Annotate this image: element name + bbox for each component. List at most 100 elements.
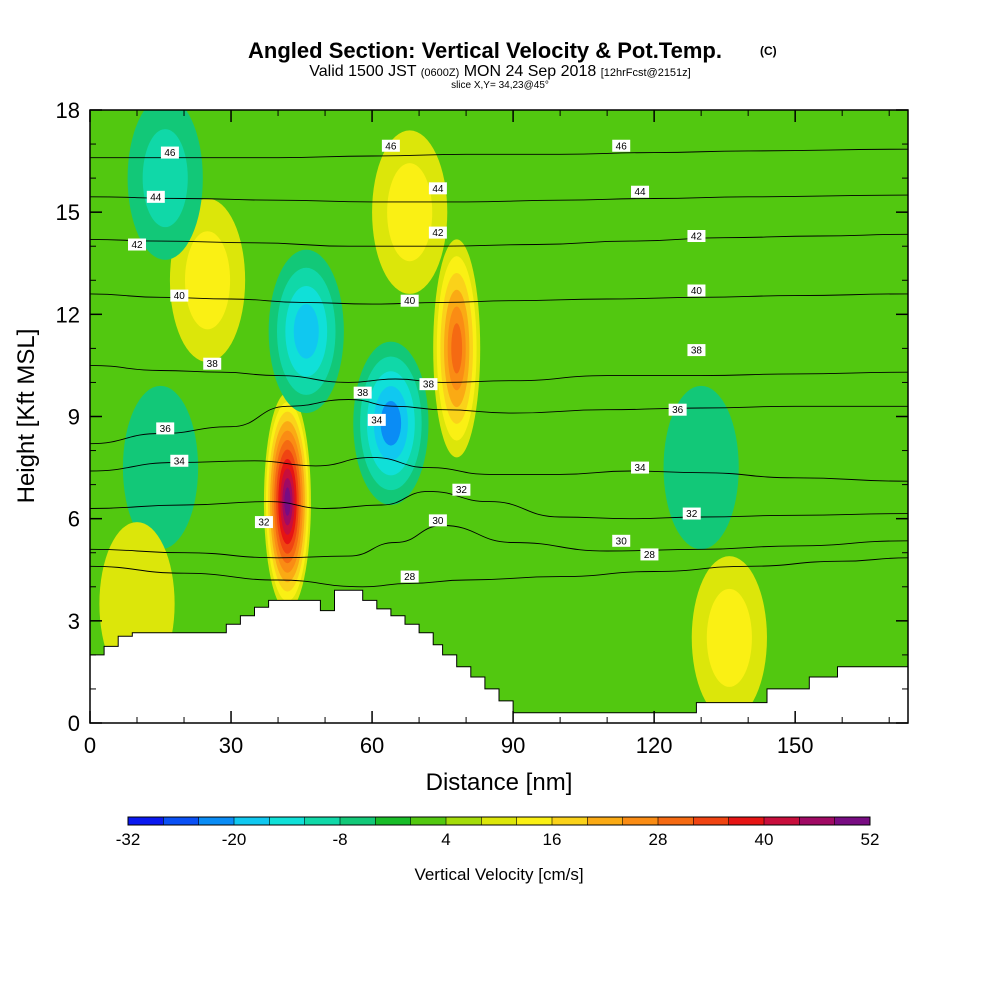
x-tick-label: 90 — [501, 733, 525, 758]
contour-label-box — [170, 454, 189, 467]
chart-title: Angled Section: Vertical Velocity & Pot.… — [248, 38, 722, 63]
velocity-band — [380, 401, 402, 446]
velocity-feature — [127, 110, 203, 260]
contour-label-text: 38 — [357, 388, 369, 399]
contour-label-text: 28 — [644, 550, 656, 561]
x-tick-label: 150 — [777, 733, 814, 758]
contour-label-text: 38 — [207, 359, 219, 370]
colorbar-swatch — [728, 817, 765, 825]
x-tick-label: 120 — [636, 733, 673, 758]
contour-label-box — [668, 403, 687, 416]
contour-label-text: 34 — [371, 415, 383, 426]
velocity-band — [142, 129, 188, 228]
contour-label-box — [170, 289, 189, 302]
velocity-band — [284, 487, 291, 516]
contour-label-box — [631, 185, 650, 198]
contour-label-box — [419, 378, 438, 391]
colorbar: -32 -20 -8 4 16 28 40 52 — [116, 816, 880, 849]
contour-label-text: 40 — [174, 291, 186, 302]
contour-label: 30 — [612, 534, 631, 547]
colorbar-swatch — [693, 817, 729, 825]
subtitle-date: MON 24 Sep 2018 — [459, 63, 600, 80]
contour-label: 42 — [128, 238, 147, 251]
contour-label-text: 32 — [686, 509, 698, 520]
contour-label-text: 36 — [672, 405, 684, 416]
contour-label: 32 — [452, 483, 471, 496]
contour-label-text: 42 — [691, 232, 703, 243]
colorbar-swatch — [622, 817, 659, 825]
contour-label-box — [353, 386, 372, 399]
contour-label-box — [687, 284, 706, 297]
contour-label-box — [428, 226, 447, 239]
contour-label-text: 46 — [616, 141, 628, 152]
colorbar-tick-label: 40 — [755, 830, 774, 849]
velocity-feature — [263, 392, 311, 611]
colorbar-swatch — [163, 817, 199, 825]
y-tick-label: 15 — [56, 200, 80, 225]
contour-label: 40 — [687, 284, 706, 297]
contour-label: 38 — [419, 378, 438, 391]
theta-contour-line — [90, 456, 908, 482]
contour-label: 46 — [612, 139, 631, 152]
velocity-field — [99, 110, 767, 720]
x-axis: 0 30 60 90 120 150 — [84, 110, 890, 758]
theta-contour-line — [90, 233, 908, 247]
colorbar-swatch — [516, 817, 553, 825]
contour-label: 42 — [687, 230, 706, 243]
contour-label-box — [682, 507, 701, 520]
y-tick-label: 18 — [56, 98, 80, 123]
theta-contour-line — [90, 525, 908, 559]
colorbar-tick-label: 4 — [441, 830, 450, 849]
contour-label-text: 42 — [432, 228, 444, 239]
contour-label-text: 40 — [404, 296, 416, 307]
contour-label-text: 44 — [634, 187, 646, 198]
colorbar-title: Vertical Velocity [cm/s] — [414, 865, 583, 884]
contour-label: 34 — [170, 454, 189, 467]
contour-label: 46 — [160, 146, 179, 159]
contour-label-text: 42 — [131, 240, 143, 251]
colorbar-swatch — [375, 817, 411, 825]
chart-title-tag: (C) — [760, 44, 777, 58]
contour-label-box — [367, 413, 386, 426]
contour-label-box — [687, 344, 706, 357]
colorbar-swatch — [234, 817, 270, 825]
velocity-feature — [433, 239, 481, 458]
contour-label: 36 — [156, 422, 175, 435]
contour-label-box — [146, 190, 165, 203]
theta-contours — [90, 148, 908, 588]
contour-label-box — [640, 548, 659, 561]
contour-label: 30 — [428, 514, 447, 527]
y-tick-label: 9 — [68, 405, 80, 430]
contour-label: 32 — [254, 516, 273, 529]
colorbar-swatch — [764, 817, 800, 825]
contour-label-box — [156, 422, 175, 435]
x-tick-label: 60 — [360, 733, 384, 758]
contour-label: 38 — [203, 357, 222, 370]
velocity-band — [451, 323, 463, 374]
subtitle-utc: (0600Z) — [421, 67, 460, 79]
colorbar-swatch — [340, 817, 376, 825]
colorbar-tick-label: 28 — [649, 830, 668, 849]
colorbar-swatch — [799, 817, 835, 825]
colorbar-swatch — [269, 817, 305, 825]
y-axis-title: Height [Kft MSL] — [13, 329, 40, 504]
colorbar-swatch — [834, 817, 871, 825]
plot-area: 46 46 46 44 44 44 42 42 42 40 40 40 38 38 38 38 36 36 34 34… — [90, 110, 908, 723]
contour-label: 40 — [170, 289, 189, 302]
colorbar-tick-label: 52 — [861, 830, 880, 849]
colorbar-swatch — [446, 817, 482, 825]
contour-label-box — [631, 461, 650, 474]
contour-label: 38 — [687, 344, 706, 357]
terrain-mask — [90, 589, 908, 723]
colorbar-tick-label: -20 — [222, 830, 247, 849]
contour-label: 28 — [640, 548, 659, 561]
contour-label-box — [452, 483, 471, 496]
velocity-feature — [353, 341, 429, 506]
colorbar-swatch — [481, 817, 517, 825]
colorbar-swatch — [658, 817, 694, 825]
velocity-feature — [372, 130, 448, 294]
colorbar-tick-label: -8 — [332, 830, 347, 849]
theta-contour-line — [90, 148, 908, 159]
